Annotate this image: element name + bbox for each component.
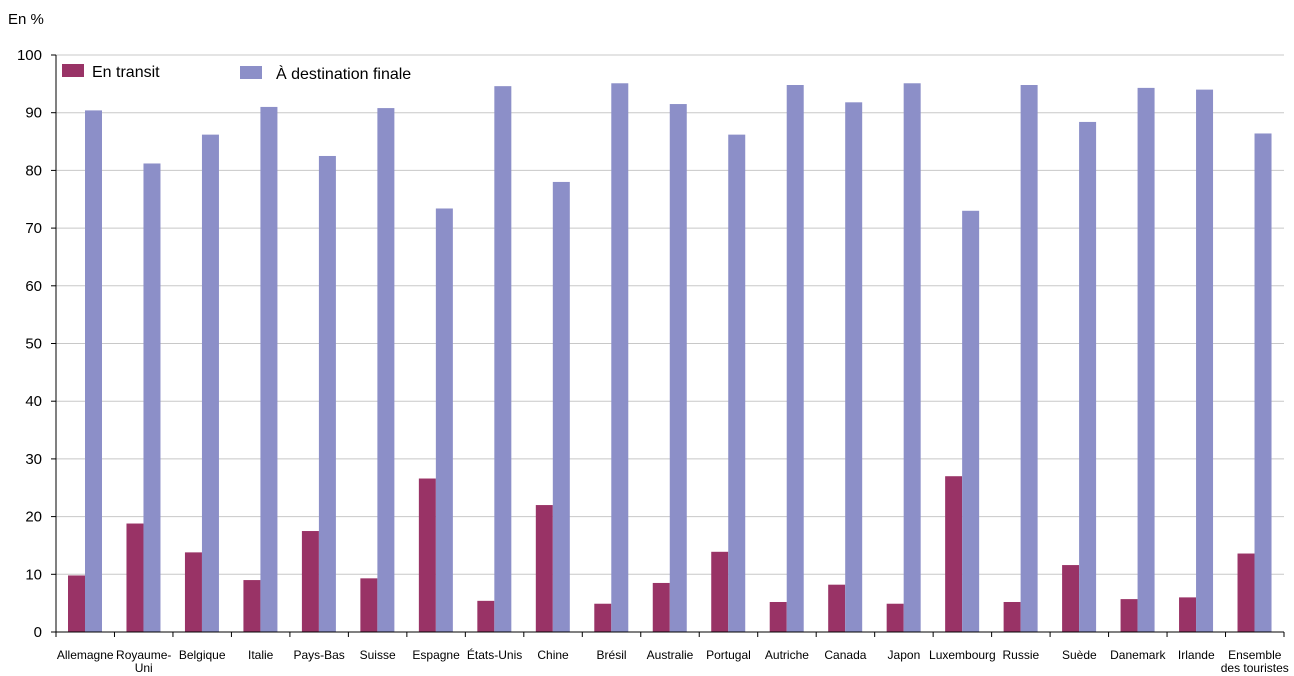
x-tick-label: Irlande (1178, 648, 1215, 662)
y-tick-label: 0 (34, 624, 42, 641)
x-tick-label: Italie (248, 648, 274, 662)
bar-en-transit (68, 575, 85, 632)
bar-destination-finale (318, 155, 336, 632)
bar-en-transit (184, 552, 202, 632)
y-tick-label: 80 (25, 162, 42, 179)
bar-en-transit (652, 582, 670, 632)
y-tick-label: 60 (25, 278, 42, 295)
bar-en-transit (769, 601, 787, 632)
x-tick-label: Pays-Bas (293, 648, 344, 662)
bar-en-transit (418, 478, 436, 632)
bar-destination-finale (903, 83, 921, 632)
bar-destination-finale (494, 86, 512, 632)
bar-destination-finale (1254, 133, 1272, 633)
bar-destination-finale (260, 106, 278, 633)
bar-destination-finale (552, 181, 570, 632)
bar-en-transit (711, 551, 729, 632)
bar-destination-finale (1137, 87, 1155, 633)
bar-destination-finale (669, 104, 687, 633)
x-tick-label: Brésil (597, 648, 627, 662)
legend-swatch-en-transit (62, 64, 84, 77)
legend-label-a-destination-finale: À destination finale (276, 64, 411, 83)
x-tick-label: Danemark (1110, 648, 1166, 662)
x-tick-label: Canada (824, 648, 866, 662)
x-tick-label: Autriche (765, 648, 809, 662)
bar-en-transit (1179, 597, 1197, 632)
y-tick-label: 50 (25, 336, 42, 353)
y-tick-label: 90 (25, 105, 42, 122)
bar-en-transit (126, 523, 144, 632)
bar-en-transit (1062, 565, 1080, 632)
x-tick-label: Japon (888, 648, 921, 662)
bar-en-transit (945, 476, 963, 632)
x-tick-label: Espagne (412, 648, 460, 662)
bar-en-transit (1120, 599, 1138, 632)
axes (55, 55, 1284, 633)
bar-destination-finale (611, 83, 629, 632)
bar-destination-finale (962, 210, 980, 633)
bar-destination-finale (728, 134, 746, 632)
y-tick-label: 20 (25, 509, 42, 526)
bar-en-transit (535, 505, 553, 632)
bar-destination-finale (786, 85, 804, 632)
bar-destination-finale (201, 134, 219, 632)
x-tick-label: Australie (647, 648, 694, 662)
x-tick-label: Royaume-Uni (116, 648, 171, 675)
bar-en-transit (360, 578, 378, 632)
bar-en-transit (301, 531, 319, 632)
x-tick-label: Belgique (179, 648, 226, 662)
x-tick-label: Ensemble des touristes (1221, 648, 1289, 675)
legend-label-en-transit: En transit (92, 64, 160, 81)
bar-destination-finale (377, 108, 395, 633)
bar-en-transit (886, 603, 904, 632)
bar-en-transit (1237, 553, 1255, 632)
bars (68, 83, 1272, 633)
legend: En transit À destination finale (62, 64, 411, 83)
x-tick-label: Chine (537, 648, 569, 662)
y-tick-label: 30 (25, 451, 42, 468)
x-tick-label: Suède (1062, 648, 1097, 662)
bar-destination-finale (1079, 121, 1097, 632)
x-tick-label: États-Unis (467, 647, 522, 662)
bar-destination-finale (85, 110, 102, 633)
x-axis-ticks: Allemagne Royaume-Uni Belgique Italie Pays-B… (55, 632, 1289, 675)
y-tick-label: 100 (17, 47, 42, 64)
y-tick-label: 10 (25, 566, 42, 583)
y-tick-label: 40 (25, 393, 42, 410)
bar-en-transit (828, 584, 846, 632)
y-unit-label: En % (8, 11, 44, 28)
bar-en-transit (1003, 601, 1021, 632)
x-tick-label: Suisse (360, 648, 396, 662)
legend-swatch-a-destination-finale (240, 66, 262, 79)
y-tick-label: 70 (25, 220, 42, 237)
bar-en-transit (477, 600, 495, 632)
bar-destination-finale (1020, 85, 1038, 632)
bar-en-transit (594, 603, 612, 632)
y-axis-ticks: 0 10 20 30 40 50 60 70 80 90 100 (17, 47, 56, 641)
x-tick-label: Russie (1003, 648, 1040, 662)
bar-destination-finale (845, 102, 863, 632)
bar-destination-finale (143, 163, 161, 632)
bar-destination-finale (435, 208, 453, 632)
bar-en-transit (243, 580, 261, 632)
x-tick-label: Portugal (706, 648, 751, 662)
x-tick-label: Allemagne (57, 648, 114, 662)
bar-destination-finale (1196, 89, 1214, 633)
x-tick-label: Luxembourg (929, 648, 996, 662)
